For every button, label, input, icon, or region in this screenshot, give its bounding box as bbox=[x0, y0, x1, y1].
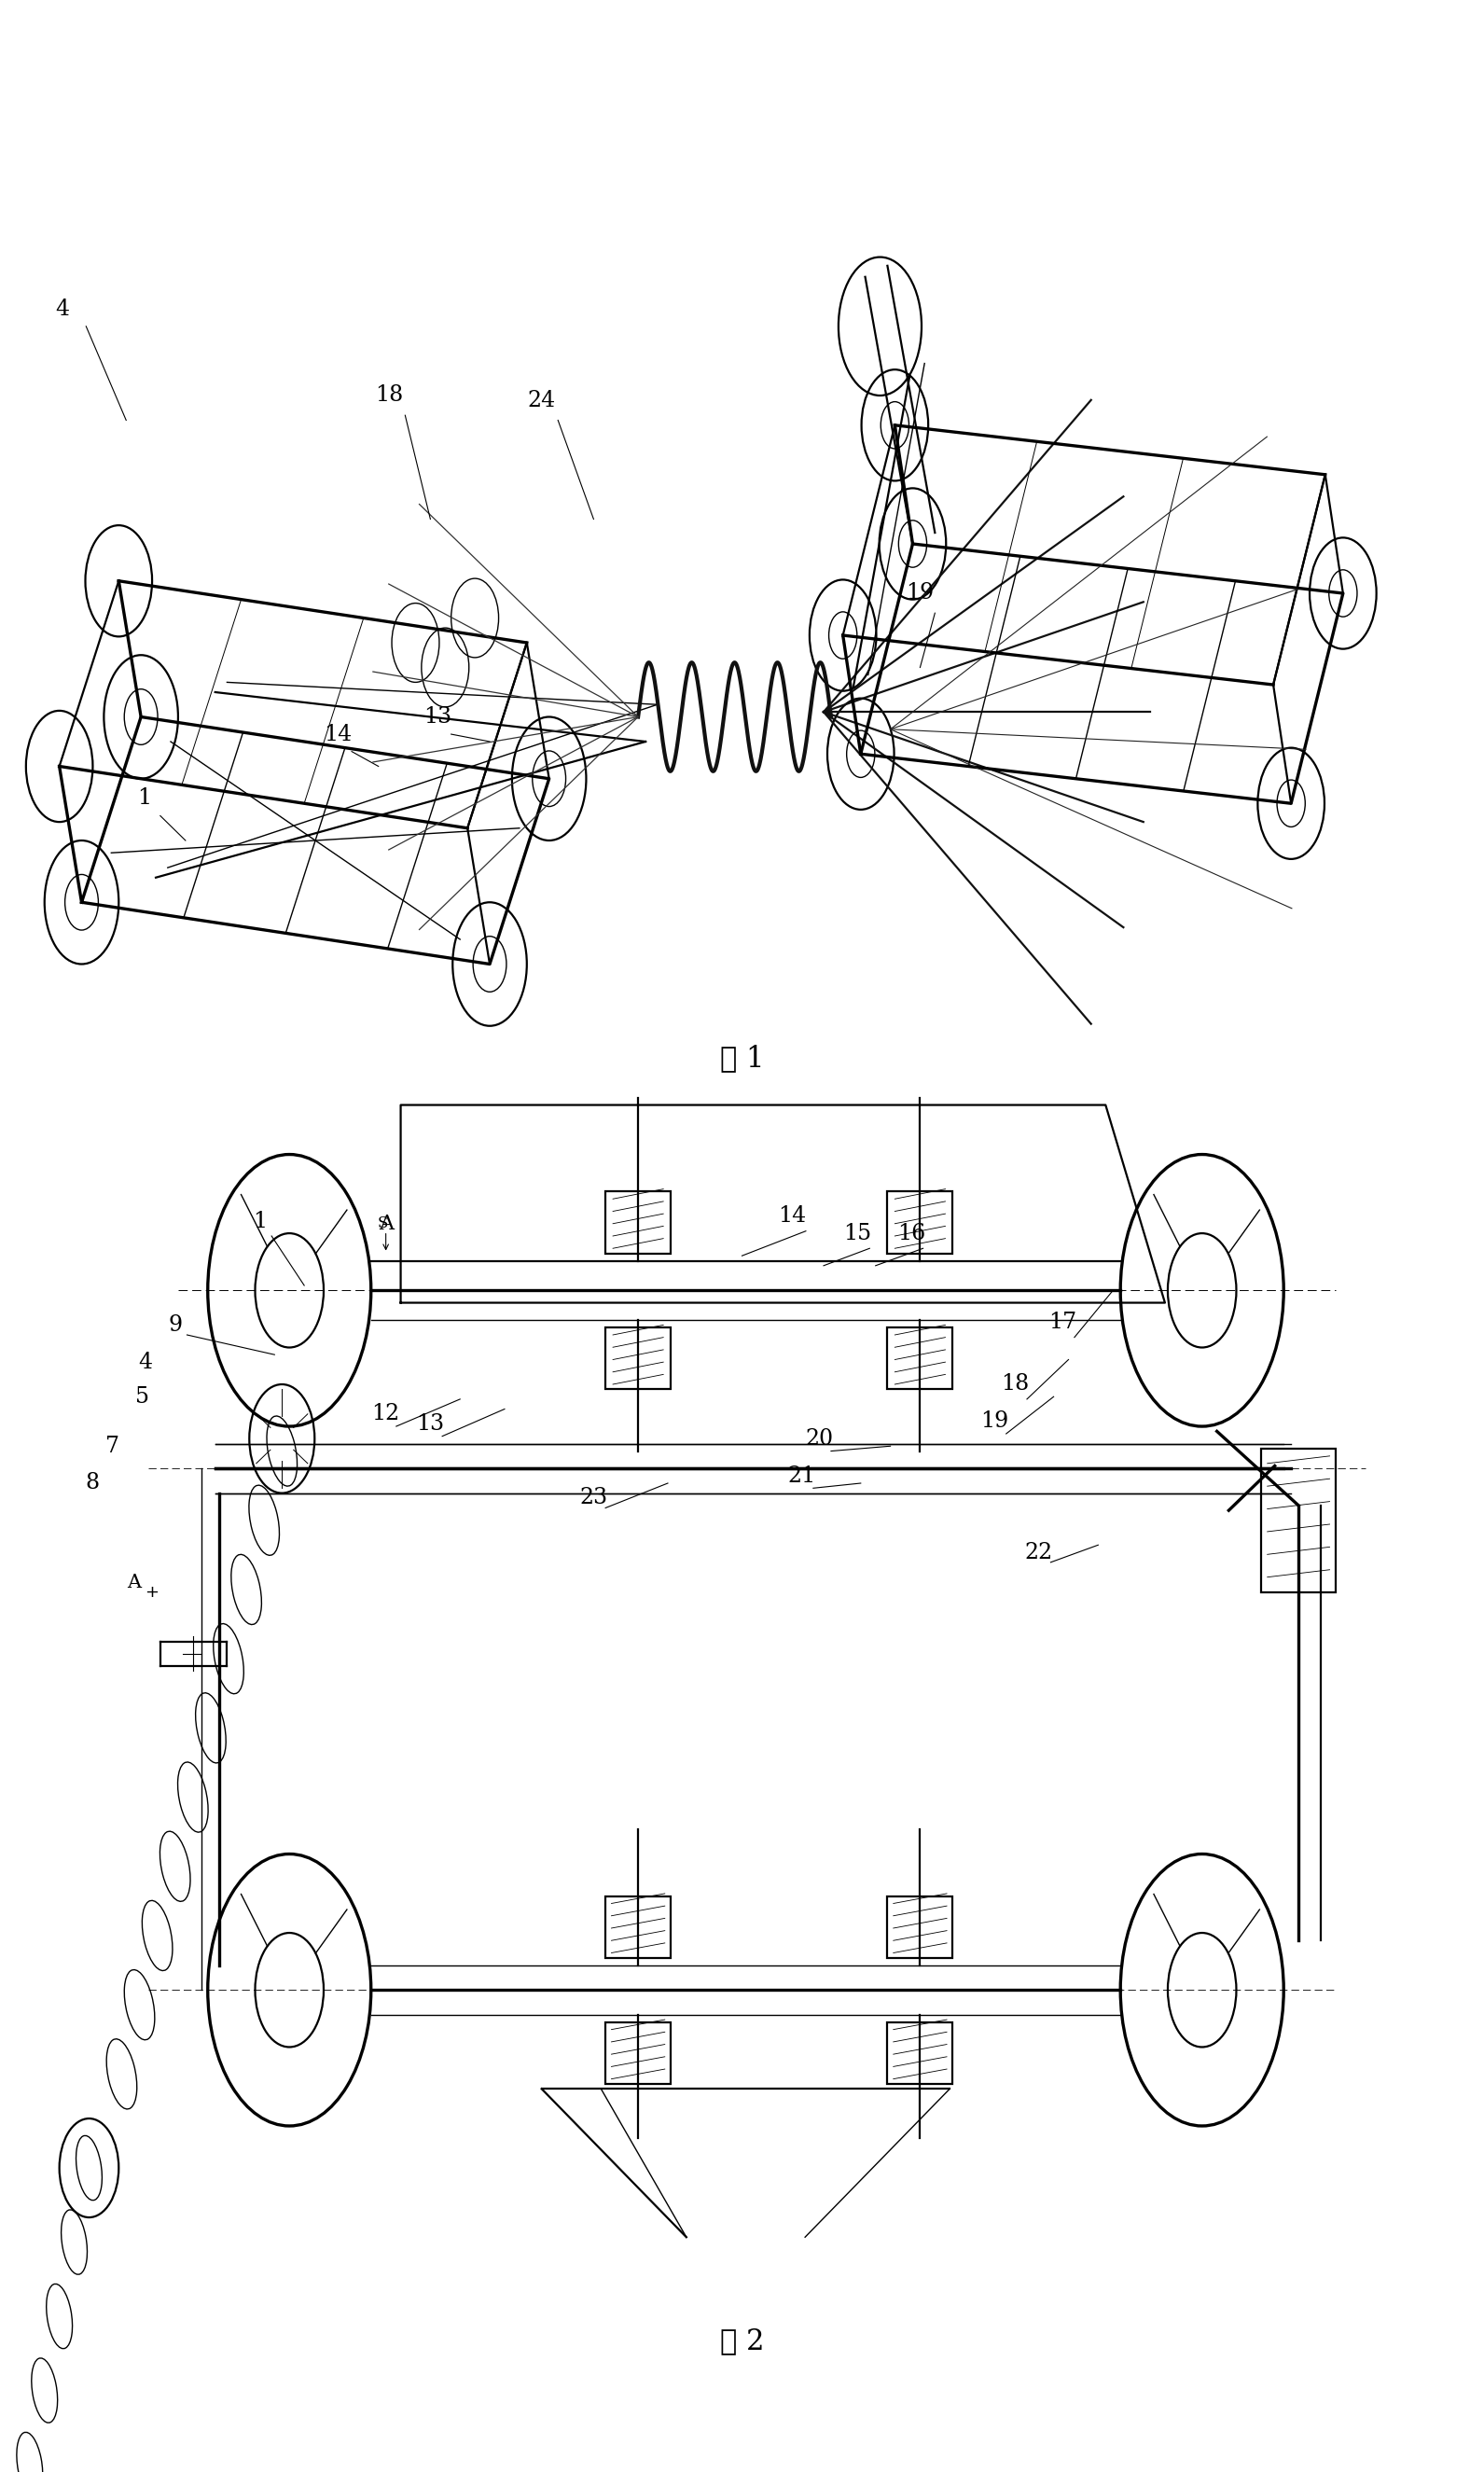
Text: A: A bbox=[126, 1572, 141, 1592]
Text: 图 2: 图 2 bbox=[720, 2326, 764, 2356]
Text: S: S bbox=[377, 1216, 389, 1231]
Text: 18: 18 bbox=[1000, 1374, 1030, 1394]
Text: 22: 22 bbox=[1024, 1543, 1054, 1562]
Text: 1: 1 bbox=[137, 789, 151, 808]
Text: 19: 19 bbox=[979, 1412, 1009, 1431]
Text: 17: 17 bbox=[1049, 1313, 1076, 1332]
Text: 7: 7 bbox=[105, 1436, 120, 1456]
Text: 4: 4 bbox=[138, 1352, 153, 1372]
Text: 24: 24 bbox=[527, 391, 556, 410]
Text: 16: 16 bbox=[896, 1224, 926, 1243]
Text: 8: 8 bbox=[85, 1473, 99, 1493]
Text: 14: 14 bbox=[324, 724, 353, 744]
Text: +: + bbox=[144, 1585, 159, 1599]
Text: 4: 4 bbox=[55, 299, 70, 319]
Text: 14: 14 bbox=[778, 1206, 807, 1226]
Text: 21: 21 bbox=[787, 1466, 816, 1486]
Text: 1: 1 bbox=[252, 1211, 267, 1231]
Text: 23: 23 bbox=[580, 1488, 607, 1508]
Text: 20: 20 bbox=[806, 1429, 833, 1449]
Text: 5: 5 bbox=[135, 1387, 150, 1407]
Text: 图 1: 图 1 bbox=[720, 1043, 764, 1073]
Text: 19: 19 bbox=[905, 583, 935, 603]
Text: 9: 9 bbox=[168, 1315, 183, 1335]
Text: 15: 15 bbox=[844, 1224, 871, 1243]
Text: 13: 13 bbox=[417, 1414, 444, 1434]
Text: 12: 12 bbox=[371, 1404, 401, 1424]
Text: 18: 18 bbox=[374, 386, 404, 405]
Text: A: A bbox=[378, 1214, 393, 1234]
Text: 13: 13 bbox=[424, 707, 451, 727]
